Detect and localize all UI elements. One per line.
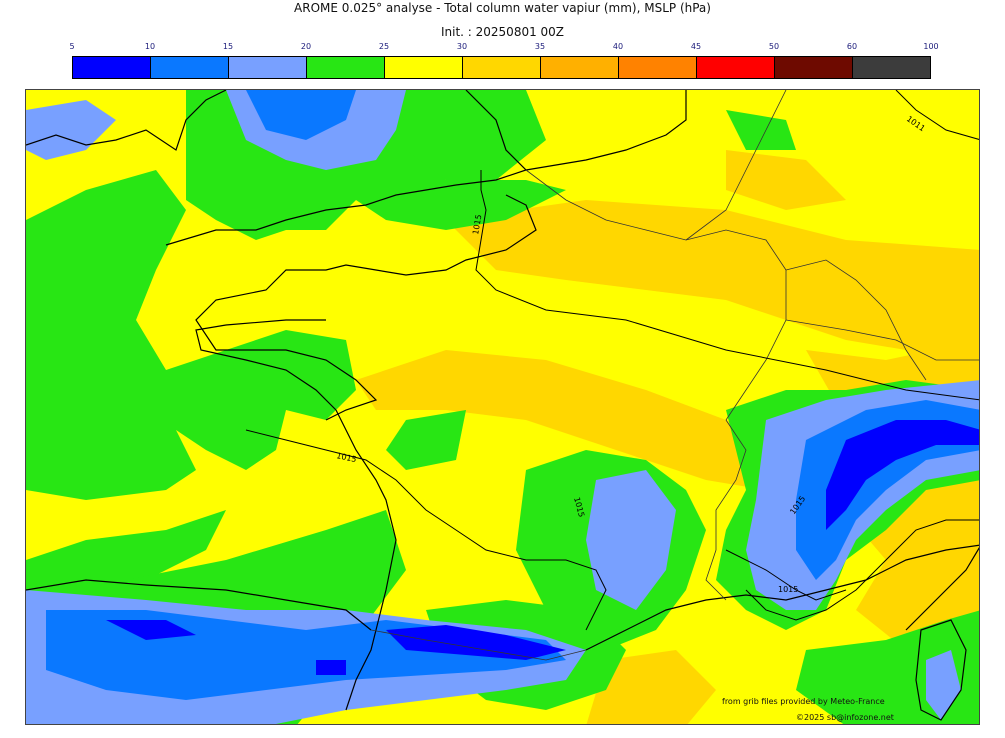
isobar-label: 1015 bbox=[336, 451, 358, 464]
map-title: AROME 0.025° analyse - Total column wate… bbox=[294, 1, 711, 15]
colorbar-segment bbox=[151, 57, 229, 78]
colorbar-ticks: 5 10 15 20 25 30 35 40 45 50 60 100 bbox=[0, 42, 1005, 54]
copyright-credit: ©2025 sb@infozone.net bbox=[796, 713, 894, 722]
colorbar-tick: 25 bbox=[378, 42, 390, 51]
coastlines bbox=[26, 90, 979, 721]
map-canvas: 1011 1015 1015 1015 1015 1015 bbox=[26, 90, 979, 724]
colorbar-tick: 20 bbox=[300, 42, 312, 51]
colorbar-segment bbox=[775, 57, 853, 78]
colorbar-segment bbox=[619, 57, 697, 78]
isobar-label: 1015 bbox=[471, 214, 483, 236]
colorbar-segment bbox=[229, 57, 307, 78]
colorbar-tick: 10 bbox=[144, 42, 156, 51]
colorbar-tick: 35 bbox=[534, 42, 546, 51]
colorbar-tick: 50 bbox=[768, 42, 780, 51]
colorbar-tick: 40 bbox=[612, 42, 624, 51]
colorbar-segment bbox=[697, 57, 775, 78]
colorbar-tick: 30 bbox=[456, 42, 468, 51]
colorbar-tick: 5 bbox=[69, 42, 75, 51]
colorbar-tick: 15 bbox=[222, 42, 234, 51]
country-borders bbox=[370, 90, 979, 661]
colorbar-segment bbox=[307, 57, 385, 78]
colorbar-segment bbox=[853, 57, 930, 78]
colorbar-tick: 100 bbox=[923, 42, 939, 51]
init-time: Init. : 20250801 00Z bbox=[440, 25, 565, 39]
tcwv-band-5-10 bbox=[106, 420, 979, 675]
weather-map: 1011 1015 1015 1015 1015 1015 bbox=[25, 89, 980, 725]
isobars bbox=[245, 90, 979, 631]
colorbar-segment bbox=[385, 57, 463, 78]
data-source-credit: from grib files provided by Meteo-France bbox=[722, 697, 885, 706]
colorbar-tick: 60 bbox=[846, 42, 858, 51]
colorbar-segment bbox=[541, 57, 619, 78]
isobar-label: 1015 bbox=[778, 585, 798, 594]
colorbar-segment bbox=[73, 57, 151, 78]
colorbar bbox=[72, 56, 931, 79]
colorbar-segment bbox=[463, 57, 541, 78]
colorbar-tick: 45 bbox=[690, 42, 702, 51]
